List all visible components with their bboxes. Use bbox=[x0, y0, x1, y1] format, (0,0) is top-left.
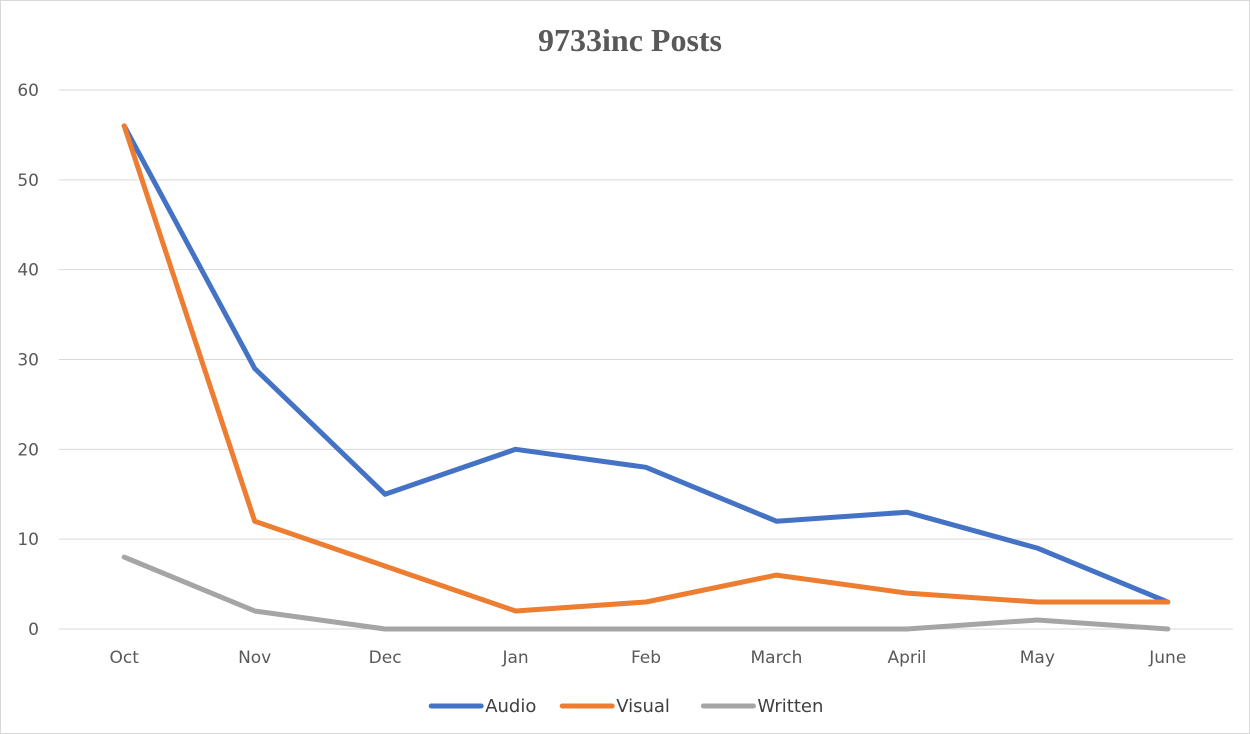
chart-title: 9733inc Posts bbox=[538, 22, 722, 58]
legend-label: Audio bbox=[485, 696, 536, 717]
series-line-visual bbox=[121, 123, 1171, 614]
legend-item-written: Written bbox=[700, 696, 823, 717]
y-axis-tick-labels: 0 10 20 30 40 50 60 bbox=[17, 81, 39, 640]
y-tick-label: 10 bbox=[17, 530, 39, 550]
x-tick-label: April bbox=[887, 648, 926, 668]
x-tick-label: Feb bbox=[631, 648, 661, 668]
series-line-written bbox=[121, 554, 1171, 632]
x-tick-label: Jan bbox=[501, 648, 528, 668]
legend-label: Visual bbox=[616, 696, 670, 717]
legend-label: Written bbox=[757, 696, 823, 717]
x-tick-label: March bbox=[751, 648, 803, 668]
series-lines bbox=[121, 123, 1171, 632]
y-tick-label: 50 bbox=[17, 171, 39, 191]
y-tick-label: 0 bbox=[28, 620, 39, 640]
x-axis-tick-labels: Oct Nov Dec Jan Feb March April May June bbox=[110, 648, 1187, 668]
legend: Audio Visual Written bbox=[428, 696, 823, 717]
legend-item-audio: Audio bbox=[428, 696, 536, 717]
x-tick-label: Dec bbox=[369, 648, 402, 668]
series-line-audio bbox=[121, 123, 1171, 605]
x-tick-label: Nov bbox=[238, 648, 271, 668]
x-tick-label: June bbox=[1148, 648, 1186, 668]
y-tick-label: 30 bbox=[17, 351, 39, 371]
x-tick-label: May bbox=[1020, 648, 1055, 668]
x-tick-label: Oct bbox=[110, 648, 140, 668]
gridlines bbox=[59, 89, 1233, 630]
legend-item-visual: Visual bbox=[559, 696, 670, 717]
y-tick-label: 20 bbox=[17, 440, 39, 460]
y-tick-label: 40 bbox=[17, 261, 39, 281]
y-tick-label: 60 bbox=[17, 81, 39, 101]
